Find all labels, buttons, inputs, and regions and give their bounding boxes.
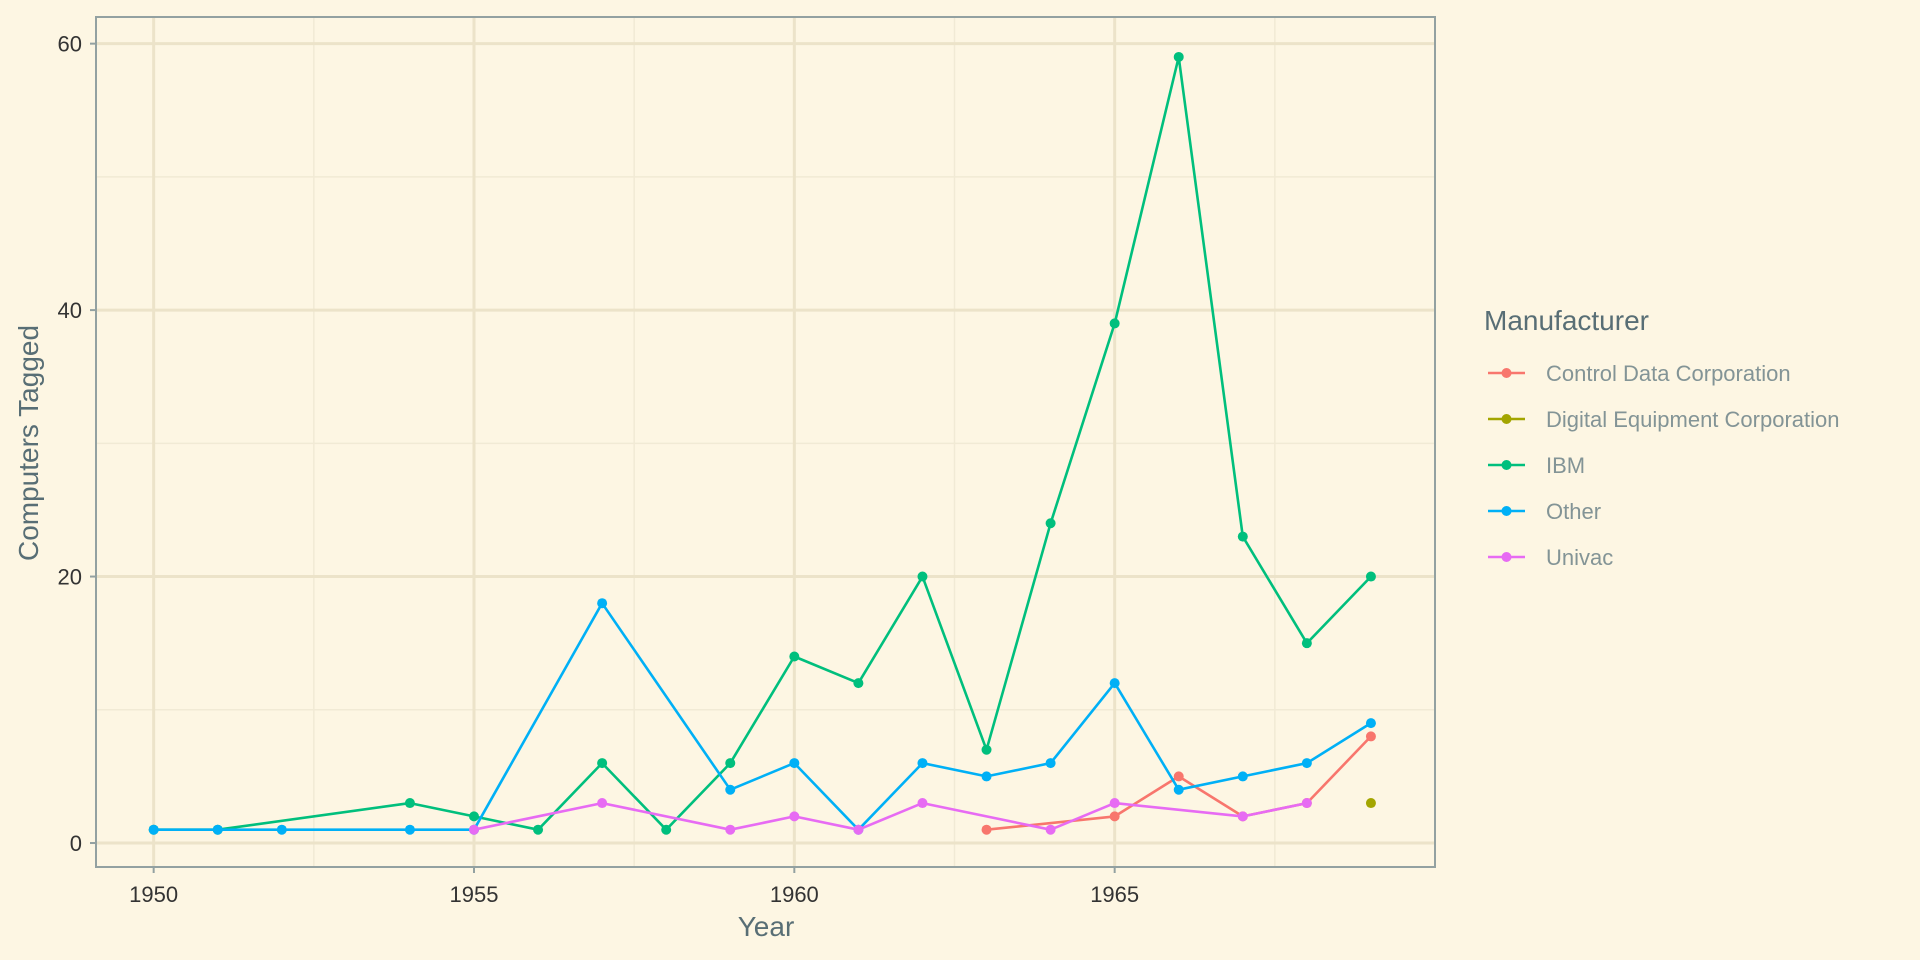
data-point xyxy=(1301,798,1312,809)
legend-item-ibm: IBM xyxy=(1488,453,1585,478)
series-univac xyxy=(468,798,1312,835)
data-point xyxy=(468,824,479,835)
data-point xyxy=(148,824,159,835)
plot-panel-border xyxy=(95,16,1436,868)
x-tick-label: 1950 xyxy=(129,882,178,907)
x-tick-label: 1960 xyxy=(770,882,819,907)
data-point xyxy=(917,758,928,769)
series-control-data-corporation xyxy=(981,731,1376,835)
legend-item-control-data-corporation: Control Data Corporation xyxy=(1488,361,1791,386)
data-point xyxy=(789,758,800,769)
data-point xyxy=(1045,518,1056,529)
series-line xyxy=(473,801,1308,831)
data-point xyxy=(597,798,608,809)
data-point xyxy=(1365,571,1376,582)
legend-key-point xyxy=(1501,506,1512,516)
legend-item-digital-equipment-corporation: Digital Equipment Corporation xyxy=(1488,407,1840,432)
x-axis-title: Year xyxy=(738,911,795,942)
data-point xyxy=(1173,51,1184,62)
data-point xyxy=(1045,758,1056,769)
data-point xyxy=(1109,678,1120,689)
x-tick-label: 1965 xyxy=(1090,882,1139,907)
data-point xyxy=(212,824,223,835)
data-point xyxy=(1045,824,1056,835)
y-axis-title: Computers Tagged xyxy=(13,325,44,561)
legend-title: Manufacturer xyxy=(1484,305,1649,336)
data-point xyxy=(1173,784,1184,795)
data-point xyxy=(1237,531,1248,542)
legend-item-univac: Univac xyxy=(1488,545,1613,570)
legend-key-point xyxy=(1501,460,1512,470)
data-point xyxy=(533,824,544,835)
data-point xyxy=(597,598,608,609)
data-point xyxy=(917,571,928,582)
data-point xyxy=(404,798,415,809)
series-line xyxy=(986,735,1372,831)
legend-label: Control Data Corporation xyxy=(1546,361,1791,386)
data-point xyxy=(404,824,415,835)
data-point xyxy=(1109,798,1120,809)
y-tick-label: 0 xyxy=(70,831,82,856)
grid xyxy=(90,16,1436,873)
data-point xyxy=(468,811,479,822)
legend-label: Digital Equipment Corporation xyxy=(1546,407,1840,432)
data-point xyxy=(1301,638,1312,649)
data-point xyxy=(1237,811,1248,822)
data-point xyxy=(725,758,736,769)
legend: Control Data Corporation Digital Equipmen… xyxy=(1488,361,1840,570)
series-digital-equipment-corporation xyxy=(1365,798,1376,809)
y-tick-label: 60 xyxy=(58,32,82,57)
data-point xyxy=(981,771,992,782)
legend-label: Other xyxy=(1546,499,1601,524)
data-point xyxy=(981,744,992,755)
data-point xyxy=(1365,798,1376,809)
data-point xyxy=(725,824,736,835)
y-tick-label: 20 xyxy=(58,565,82,590)
data-point xyxy=(597,758,608,769)
legend-key-point xyxy=(1501,414,1512,424)
legend-item-other: Other xyxy=(1488,499,1601,524)
y-tick-label: 40 xyxy=(58,298,82,323)
data-point xyxy=(661,824,672,835)
data-point xyxy=(917,798,928,809)
data-point xyxy=(853,678,864,689)
series-other xyxy=(148,598,1376,835)
data-point xyxy=(1173,771,1184,782)
series-line xyxy=(153,55,1372,831)
data-point xyxy=(981,824,992,835)
data-point xyxy=(853,824,864,835)
legend-key-point xyxy=(1501,552,1512,562)
data-point xyxy=(1301,758,1312,769)
data-point xyxy=(1237,771,1248,782)
data-point xyxy=(725,784,736,795)
data-point xyxy=(1365,718,1376,729)
data-point xyxy=(1365,731,1376,742)
x-tick-label: 1955 xyxy=(450,882,499,907)
legend-label: IBM xyxy=(1546,453,1585,478)
data-point xyxy=(1109,811,1120,822)
legend-key-point xyxy=(1501,368,1512,378)
data-point xyxy=(276,824,287,835)
series-line xyxy=(153,601,1372,831)
data-point xyxy=(1109,318,1120,329)
data-point xyxy=(789,811,800,822)
data-point xyxy=(789,651,800,662)
legend-label: Univac xyxy=(1546,545,1613,570)
